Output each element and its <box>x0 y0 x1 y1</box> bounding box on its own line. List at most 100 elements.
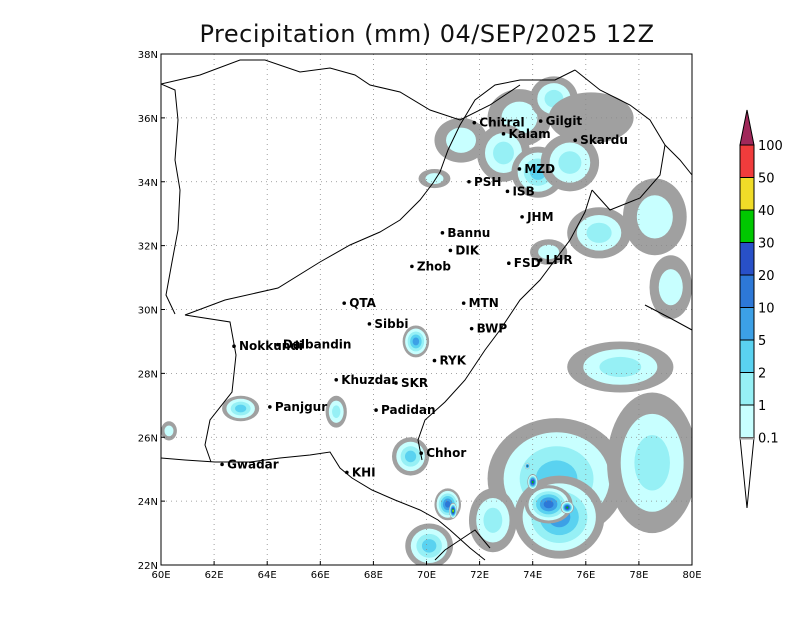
city-marker <box>367 322 372 326</box>
city-label-bwp: BWP <box>477 322 508 336</box>
colorbar-label: 50 <box>758 172 775 187</box>
colorbar-label: 40 <box>758 204 775 219</box>
rain-cell-9-level-1 <box>636 195 673 239</box>
city-label-chhor: Chhor <box>426 446 466 460</box>
x-tick-label: 70E <box>417 570 436 581</box>
city-label-panjgur: Panjgur <box>275 400 327 414</box>
colorbar-label: 10 <box>758 302 775 317</box>
x-tick-label: 74E <box>523 570 542 581</box>
x-tick-label: 80E <box>682 570 701 581</box>
colorbar-swatch-6 <box>739 242 755 276</box>
rain-cell-10-level-1 <box>658 269 683 306</box>
city-label-mzd: MZD <box>524 162 555 176</box>
colorbar-swatch-3 <box>739 339 755 373</box>
colorbar: 0.1 1 2 5 10 20 30 40 50 100 <box>739 109 783 509</box>
city-label-skardu: Skardu <box>580 133 628 147</box>
city-label-dalbandin: Dalbandin <box>283 338 352 352</box>
city-marker <box>419 451 423 456</box>
y-tick-label: 36N <box>138 114 158 125</box>
colorbar-swatch-5 <box>739 274 755 308</box>
colorbar-label: 30 <box>758 237 775 252</box>
city-marker <box>276 342 280 347</box>
city-label-sibbi: Sibbi <box>374 317 408 331</box>
rain-cell-20-level-2 <box>634 435 670 491</box>
rain-cell-8-level-2 <box>586 222 612 243</box>
colorbar-swatch-2 <box>739 372 755 406</box>
city-marker <box>342 301 346 305</box>
y-tick-label: 34N <box>138 178 158 189</box>
x-axis-ticks: 60E 62E 64E 66E 68E 70E 72E 74E 76E 78E 80E <box>151 561 702 581</box>
colorbar-swatch-9 <box>739 144 755 178</box>
colorbar-label: 20 <box>758 269 775 284</box>
rain-cells <box>161 76 692 565</box>
y-axis-ticks: 22N 24N 26N 28N 30N 32N 34N 36N 38N <box>138 50 165 572</box>
pakistan-india-border <box>417 189 593 461</box>
x-tick-label: 62E <box>205 570 224 581</box>
city-marker <box>432 358 437 363</box>
rain-cell-6-level-2 <box>558 151 582 174</box>
city-marker <box>345 470 349 475</box>
afghanistan-pakistan-border <box>184 69 576 316</box>
rain-cell-13-level-3 <box>235 404 247 413</box>
y-tick-label: 22N <box>138 561 158 572</box>
rain-cell-18-level-3 <box>421 539 437 553</box>
rain-cell-15-level-2 <box>332 405 341 418</box>
colorbar-label: 100 <box>758 139 783 154</box>
city-label-jhm: JHM <box>526 210 553 224</box>
x-tick-label: 72E <box>470 570 489 581</box>
city-label-zhob: Zhob <box>417 259 451 273</box>
city-marker <box>507 261 511 265</box>
city-marker <box>520 215 524 219</box>
x-tick-label: 76E <box>576 570 595 581</box>
city-marker <box>410 264 414 269</box>
city-label-psh: PSH <box>474 175 501 189</box>
x-tick-label: 68E <box>364 570 383 581</box>
city-label-mtn: MTN <box>469 296 499 310</box>
city-label-chitral: Chitral <box>479 116 524 130</box>
city-marker <box>469 326 474 331</box>
colorbar-top-arrow <box>739 109 755 146</box>
rain-cell-23-level-5 <box>543 500 554 509</box>
colorbar-swatch-7 <box>739 209 755 243</box>
city-label-gilgit: Gilgit <box>546 114 583 128</box>
city-marker <box>334 377 339 382</box>
y-tick-label: 30N <box>138 306 158 317</box>
y-tick-label: 38N <box>138 50 158 61</box>
colorbar-swatch-4 <box>739 307 755 341</box>
colorbar-swatch-8 <box>739 177 755 211</box>
city-marker <box>220 462 224 467</box>
city-label-skr: SKR <box>401 376 428 390</box>
gujarat-coast <box>434 529 491 561</box>
rain-cell-12-level-4 <box>412 337 420 346</box>
rain-cell-27-level-8 <box>452 509 454 512</box>
city-marker <box>517 167 522 171</box>
afghanistan-iran-border <box>161 83 181 315</box>
map-title: Precipitation (mm) 04/SEP/2025 12Z <box>199 20 654 48</box>
colorbar-bottom-arrow <box>739 437 755 509</box>
city-marker <box>374 408 378 412</box>
rain-cell-17-level-5 <box>445 501 451 508</box>
rain-cell-21-level-2 <box>599 356 642 378</box>
colorbar-label: 0.1 <box>758 432 779 447</box>
city-marker <box>394 381 398 385</box>
colorbar-label: 5 <box>758 334 766 349</box>
colorbar-grey-band <box>740 437 754 440</box>
city-marker <box>461 301 466 305</box>
city-marker <box>501 132 506 136</box>
iran-pakistan-border <box>184 314 237 463</box>
x-tick-label: 78E <box>629 570 648 581</box>
rain-cell-28-level-7 <box>526 465 528 467</box>
city-marker <box>573 138 577 143</box>
city-marker <box>538 258 543 262</box>
country-borders <box>161 59 692 463</box>
city-marker <box>467 179 471 184</box>
city-label-bannu: Bannu <box>447 226 490 240</box>
city-marker <box>448 248 453 253</box>
rain-cell-4-level-2 <box>493 141 514 165</box>
city-label-qta: QTA <box>349 296 376 310</box>
city-label-nokkundi: Nokkundi <box>239 339 303 353</box>
city-label-dik: DIK <box>455 243 479 257</box>
city-marker <box>505 189 510 194</box>
city-label-gwadar: Gwadar <box>227 457 279 471</box>
